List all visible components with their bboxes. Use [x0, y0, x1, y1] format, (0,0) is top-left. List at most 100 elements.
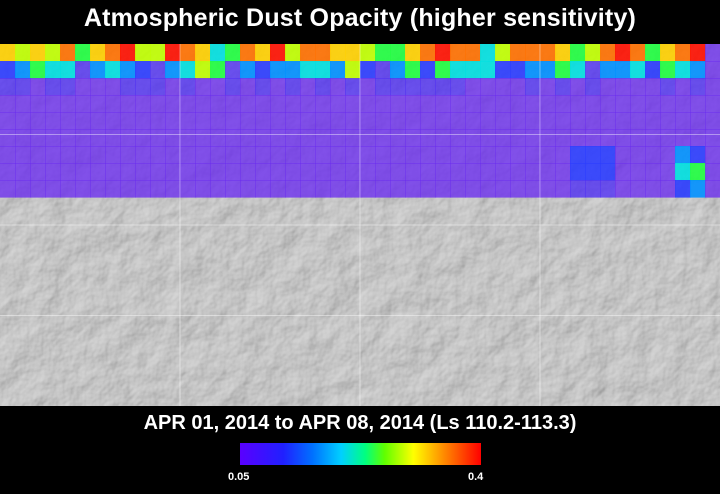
- opacity-cell: [120, 95, 136, 113]
- opacity-cell: [540, 163, 556, 181]
- opacity-cell: [405, 44, 421, 62]
- opacity-cell: [465, 129, 481, 147]
- opacity-cell: [240, 129, 256, 147]
- opacity-cell: [210, 112, 226, 130]
- opacity-cell: [225, 146, 241, 164]
- opacity-cell: [90, 112, 106, 130]
- opacity-cell: [585, 129, 601, 147]
- opacity-cell: [0, 163, 16, 181]
- opacity-cell: [270, 44, 286, 62]
- opacity-cell: [0, 78, 16, 96]
- opacity-cell: [30, 95, 46, 113]
- opacity-cell: [495, 180, 511, 198]
- opacity-cell: [210, 146, 226, 164]
- opacity-cell: [60, 112, 76, 130]
- opacity-cell: [150, 44, 166, 62]
- opacity-cell: [315, 146, 331, 164]
- opacity-cell: [165, 146, 181, 164]
- opacity-cell: [255, 129, 271, 147]
- opacity-cell: [15, 129, 31, 147]
- opacity-cell: [450, 61, 466, 79]
- opacity-cell: [405, 180, 421, 198]
- opacity-cell: [285, 112, 301, 130]
- opacity-cell: [180, 44, 196, 62]
- opacity-cell: [705, 129, 720, 147]
- opacity-cell: [300, 163, 316, 181]
- opacity-cell: [675, 180, 691, 198]
- opacity-cell: [555, 112, 571, 130]
- opacity-cell: [45, 95, 61, 113]
- opacity-cell: [15, 163, 31, 181]
- opacity-cell: [435, 163, 451, 181]
- opacity-cell: [225, 129, 241, 147]
- opacity-cell: [270, 146, 286, 164]
- opacity-cell: [465, 44, 481, 62]
- opacity-cell: [630, 78, 646, 96]
- opacity-cell: [255, 78, 271, 96]
- opacity-cell: [525, 146, 541, 164]
- opacity-cell: [270, 129, 286, 147]
- date-range-label: APR 01, 2014 to APR 08, 2014 (Ls 110.2-1…: [143, 412, 577, 434]
- opacity-cell: [390, 146, 406, 164]
- opacity-cell: [375, 44, 391, 62]
- opacity-cell: [180, 180, 196, 198]
- opacity-cell: [525, 61, 541, 79]
- opacity-cell: [450, 163, 466, 181]
- opacity-cell: [165, 95, 181, 113]
- opacity-cell: [375, 112, 391, 130]
- opacity-cell: [555, 95, 571, 113]
- opacity-cell: [480, 180, 496, 198]
- opacity-cell: [660, 78, 676, 96]
- opacity-cell: [135, 78, 151, 96]
- opacity-cell: [30, 112, 46, 130]
- opacity-cell: [105, 146, 121, 164]
- opacity-cell: [15, 78, 31, 96]
- opacity-cell: [165, 78, 181, 96]
- opacity-cell: [315, 61, 331, 79]
- opacity-cell: [555, 146, 571, 164]
- opacity-cell: [450, 95, 466, 113]
- opacity-cell: [120, 78, 136, 96]
- opacity-cell: [210, 44, 226, 62]
- map-title: Atmospheric Dust Opacity (higher sensiti…: [83, 4, 637, 32]
- opacity-cell: [105, 129, 121, 147]
- opacity-cell: [0, 61, 16, 79]
- opacity-cell: [615, 180, 631, 198]
- opacity-cell: [240, 78, 256, 96]
- opacity-cell: [30, 180, 46, 198]
- opacity-cell: [300, 146, 316, 164]
- opacity-cell: [45, 78, 61, 96]
- opacity-cell: [165, 180, 181, 198]
- opacity-cell: [285, 95, 301, 113]
- opacity-cell: [90, 180, 106, 198]
- opacity-cell: [285, 146, 301, 164]
- opacity-cell: [645, 44, 661, 62]
- opacity-cell: [630, 44, 646, 62]
- opacity-cell: [705, 112, 720, 130]
- opacity-cell: [390, 163, 406, 181]
- opacity-cell: [90, 129, 106, 147]
- opacity-cell: [510, 78, 526, 96]
- opacity-cell: [285, 163, 301, 181]
- opacity-cell: [420, 163, 436, 181]
- opacity-cell: [15, 180, 31, 198]
- opacity-cell: [105, 112, 121, 130]
- opacity-cell: [195, 112, 211, 130]
- opacity-cell: [510, 163, 526, 181]
- opacity-cell: [705, 44, 720, 62]
- opacity-cell: [210, 61, 226, 79]
- opacity-cell: [135, 112, 151, 130]
- opacity-cell: [375, 95, 391, 113]
- opacity-cell: [570, 95, 586, 113]
- opacity-cell: [75, 180, 91, 198]
- opacity-cell: [210, 163, 226, 181]
- opacity-cell: [75, 163, 91, 181]
- opacity-cell: [270, 78, 286, 96]
- opacity-cell: [135, 44, 151, 62]
- opacity-cell: [690, 129, 706, 147]
- opacity-cell: [480, 146, 496, 164]
- opacity-cell: [555, 78, 571, 96]
- opacity-cell: [150, 78, 166, 96]
- opacity-cell: [600, 44, 616, 62]
- opacity-cell: [345, 44, 361, 62]
